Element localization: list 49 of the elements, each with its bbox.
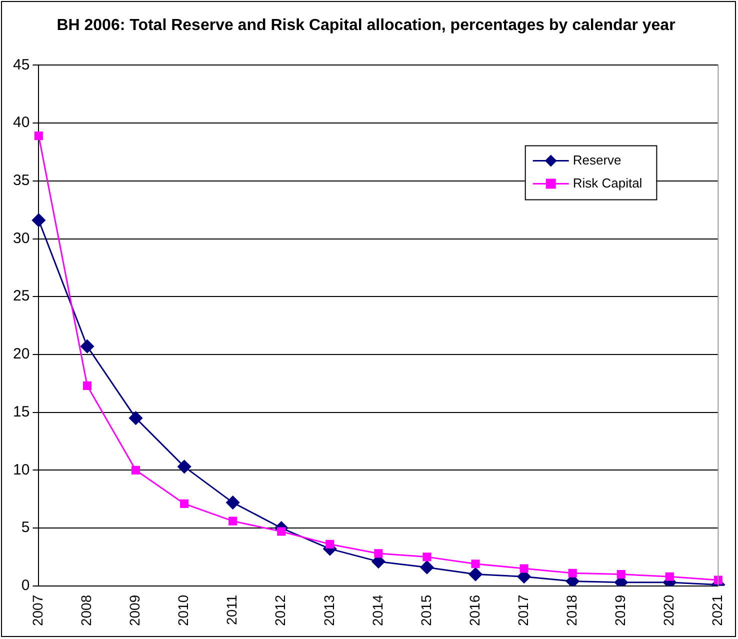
y-tick-label: 35 [12,172,30,190]
y-tick-label: 5 [21,519,30,536]
y-tick-label: 45 [12,56,30,74]
x-tick-label: 2016 [466,594,482,626]
chart-title: BH 2006: Total Reserve and Risk Capital allocation, percentages by calendar year [56,17,676,34]
point [374,549,383,558]
point [178,460,192,474]
x-tick-label: 2011 [224,594,240,625]
y-tick-label: 40 [12,114,30,132]
y-tick-label: 10 [12,461,30,478]
point [568,568,577,578]
x-tick-label: 2018 [563,594,580,626]
point [131,466,140,474]
x-tick-label: 2010 [175,594,192,626]
point [82,381,92,390]
point [471,560,480,568]
point [228,516,238,526]
x-tick-label: 2014 [369,594,386,626]
y-tick-label: 25 [12,288,30,305]
point [226,496,240,510]
y-tick-label: 15 [12,403,30,420]
y-tick-label: 20 [12,346,30,363]
legend-label: Reserve [572,152,622,168]
point [34,131,43,140]
x-tick-label: 2013 [320,594,337,626]
y-tick-label: 30 [12,230,30,247]
x-tick-label: 2008 [78,594,94,626]
point [468,568,482,582]
x-tick-label: 2020 [660,594,677,626]
x-tick-label: 2021 [709,594,726,626]
x-tick-label: 2017 [514,594,531,626]
x-tick-label: 2007 [30,594,46,626]
point [80,340,94,354]
point [422,552,432,562]
point [326,540,334,548]
point [616,570,626,579]
y-tick-label: 0 [21,576,30,594]
x-tick-label: 2015 [418,594,434,626]
x-tick-label: 2019 [612,594,628,626]
x-tick-label: 2009 [126,594,143,626]
legend-label: Risk Capital [572,175,642,190]
point [129,411,143,425]
point [32,213,46,227]
point [277,527,286,536]
x-tick-label: 2012 [272,594,288,626]
point [420,560,434,574]
point [180,499,189,508]
point [665,572,674,581]
point [520,564,528,573]
